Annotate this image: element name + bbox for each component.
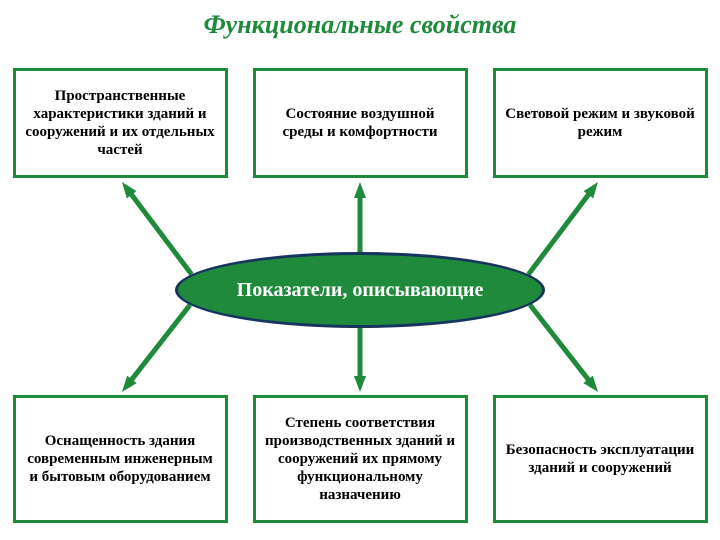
box: Оснащенность здания современным инженерн… [13, 395, 228, 523]
bottom-row: Оснащенность здания современным инженерн… [0, 395, 720, 523]
box: Световой режим и звуковой режим [493, 68, 708, 178]
box: Степень соответствия производственных зд… [253, 395, 468, 523]
page-title: Функциональные свойства [0, 0, 720, 40]
hub-label: Показатели, описывающие [237, 279, 484, 302]
top-row: Пространственные характеристики зданий и… [0, 68, 720, 178]
box: Безопасность эксплуатации зданий и соору… [493, 395, 708, 523]
box: Состояние воздушной среды и комфортности [253, 68, 468, 178]
box: Пространственные характеристики зданий и… [13, 68, 228, 178]
hub-ellipse: Показатели, описывающие [175, 252, 545, 328]
